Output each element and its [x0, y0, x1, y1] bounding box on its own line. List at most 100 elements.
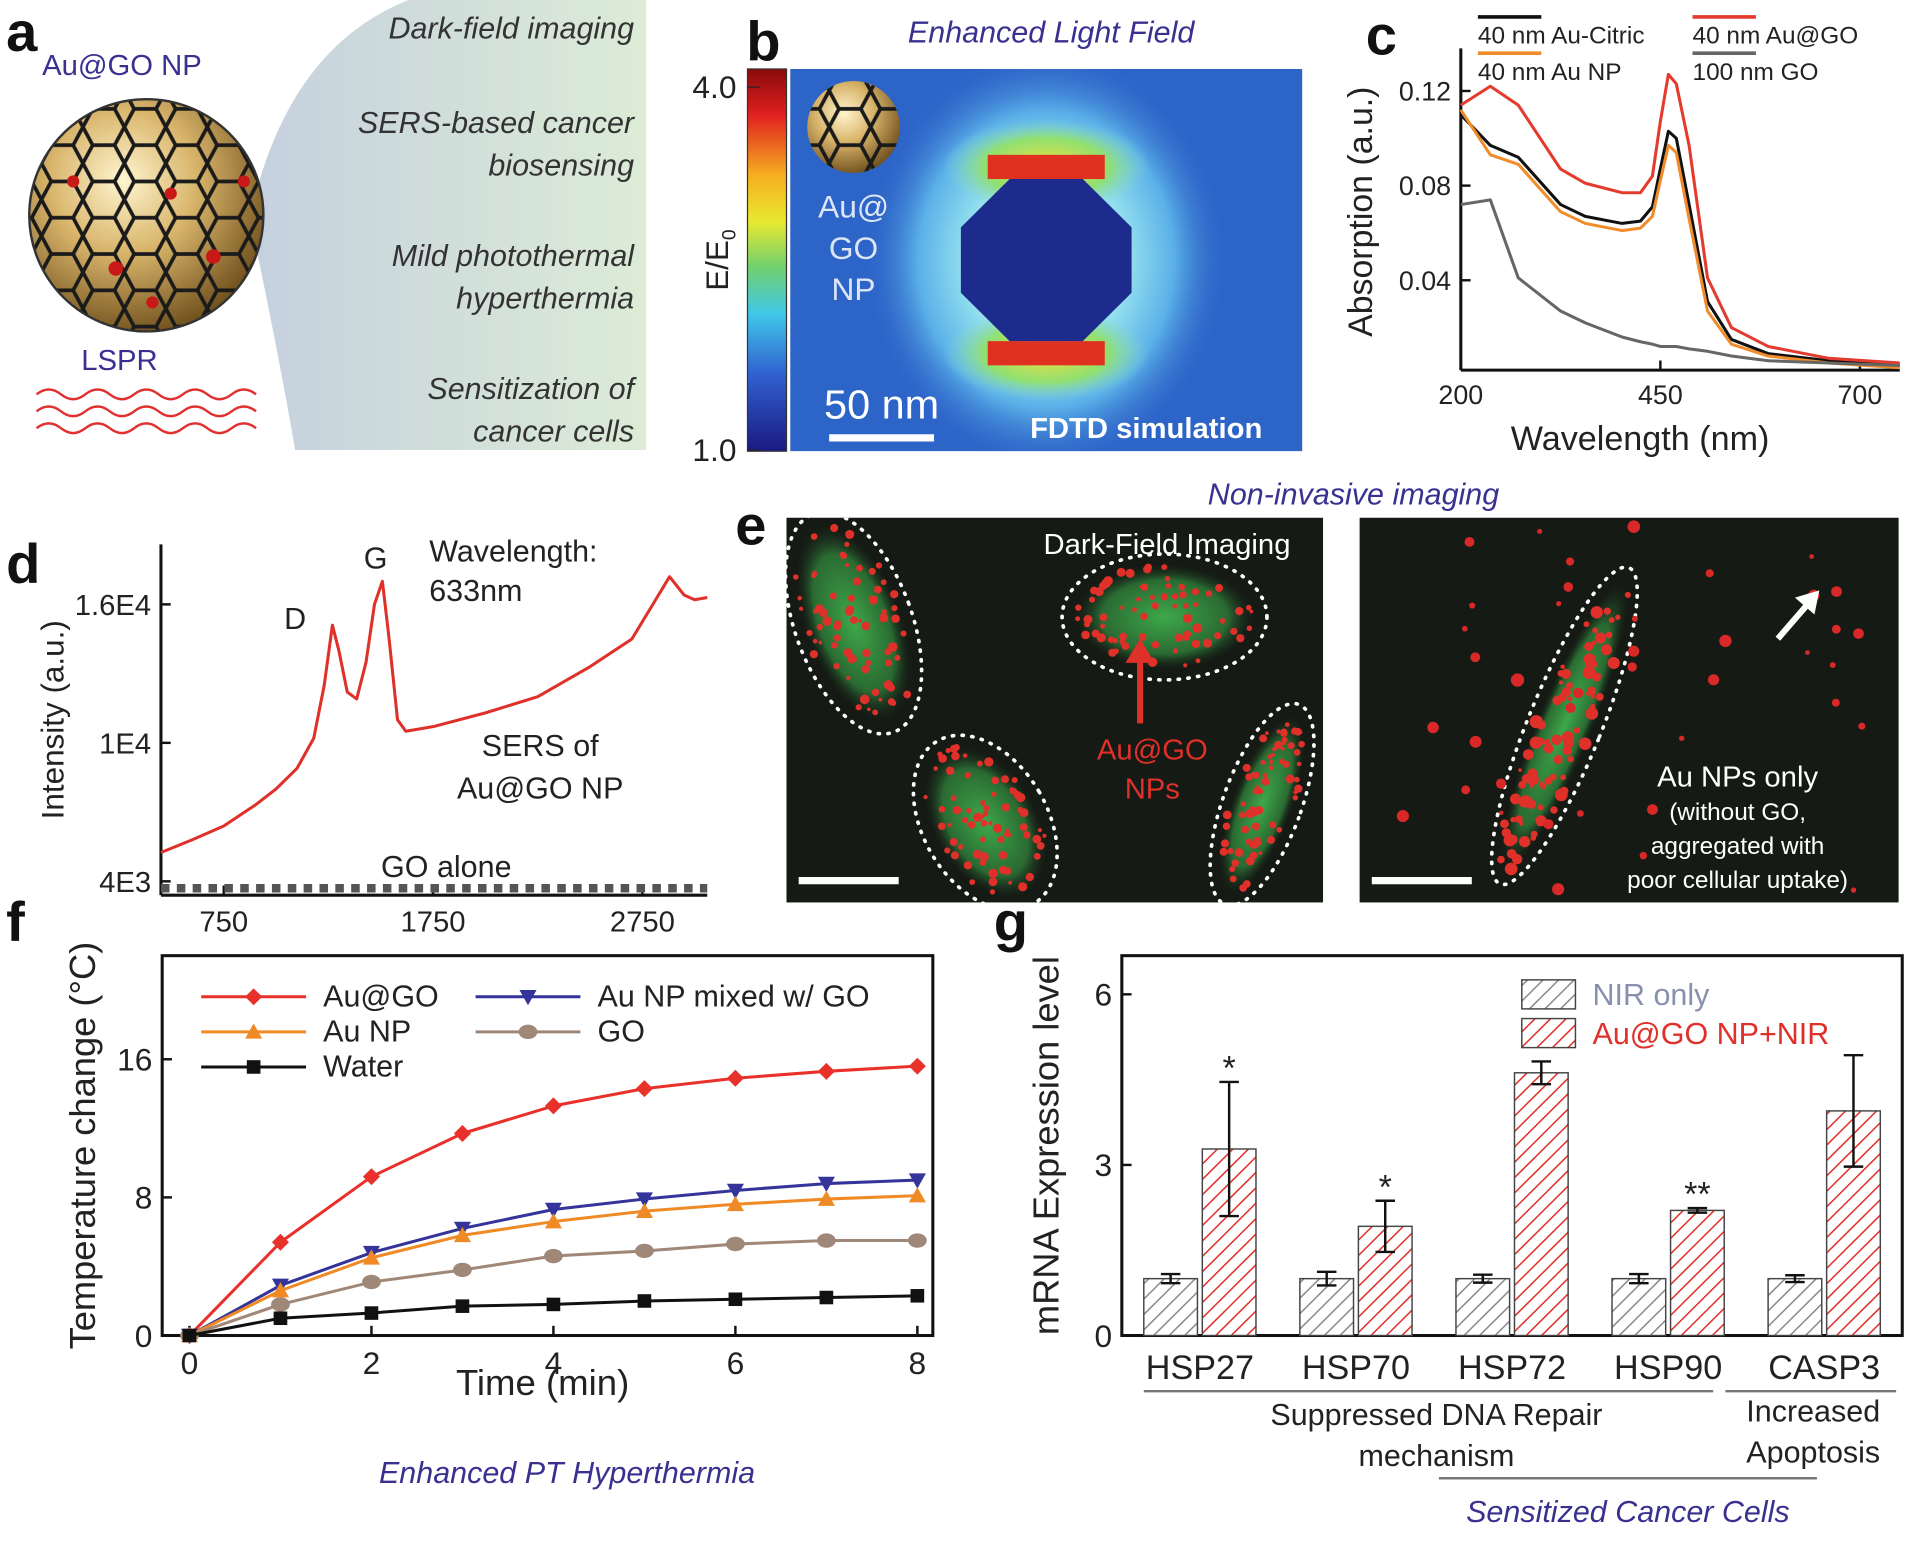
particle-dot [1470, 652, 1481, 663]
particle-dot [1461, 625, 1468, 632]
cells [1396, 520, 1866, 896]
particle-dot [980, 800, 986, 806]
bar [1143, 1277, 1199, 1337]
particle-dot [871, 688, 880, 697]
particle-dot [1178, 583, 1186, 591]
particle-dot [1268, 765, 1274, 771]
particle-dot [1585, 707, 1599, 720]
particle-dot [1583, 621, 1590, 628]
particle-dot [810, 533, 818, 540]
particle-dot [1526, 773, 1539, 786]
particle-dot [1119, 639, 1126, 645]
particle-dot [1558, 680, 1564, 685]
particle-dot [1089, 596, 1096, 603]
particle-dot [1183, 613, 1193, 624]
particle-dot [798, 606, 804, 611]
particle-dot [1499, 810, 1504, 815]
particle-dot [1583, 653, 1596, 666]
legend-swatch [245, 988, 263, 1006]
particle-dot [967, 820, 976, 829]
particle-dot [1019, 823, 1028, 832]
colorbar-label-main: E/E [699, 240, 735, 291]
error-bar [1843, 1053, 1864, 1168]
legend-label: Au NP [323, 1016, 411, 1049]
legend-swatch [519, 990, 537, 1006]
group-brackets [1143, 1389, 1897, 1480]
particle-dot [1561, 687, 1571, 697]
particle-dot [1017, 806, 1024, 813]
particle-dot [1205, 590, 1213, 597]
cells [786, 517, 1316, 903]
annotation: 633nm [429, 575, 522, 608]
particle-dot [1090, 586, 1099, 595]
y-tick-label: 0.04 [1399, 266, 1451, 296]
y-tick-label: 3 [1094, 1147, 1112, 1183]
particle-dot [843, 648, 853, 657]
particle-dot [944, 847, 951, 854]
particle-dot [1469, 602, 1476, 609]
particle-dot [1647, 804, 1658, 815]
particle-dot [1192, 623, 1203, 634]
particle-dot [812, 570, 818, 576]
lspr-label: LSPR [81, 345, 157, 377]
particle-dot [1551, 734, 1563, 746]
data-point [453, 1125, 471, 1142]
particle-dot [1294, 784, 1303, 793]
data-point [635, 1202, 653, 1218]
particle-dot [1292, 795, 1299, 801]
particle-dot [937, 751, 943, 757]
particle-dot [1234, 848, 1244, 857]
particle-dot [1518, 795, 1531, 808]
particle-dot [829, 592, 837, 600]
particle-dot [1519, 836, 1531, 848]
nanoparticle [28, 97, 265, 333]
particle-dot [862, 648, 871, 658]
particle-dot [830, 523, 839, 533]
particle-dot [1161, 564, 1168, 571]
particle-dot [949, 838, 958, 846]
particle-dot [992, 823, 1003, 833]
particle-dot [1576, 810, 1584, 817]
particle-dot [1495, 778, 1507, 789]
particle-dot [947, 822, 952, 828]
particle-dot [1260, 759, 1266, 766]
particle-dot [1605, 631, 1613, 639]
significance: * [1379, 1168, 1392, 1206]
error-bar [1160, 1272, 1181, 1285]
legend-swatch [245, 1023, 263, 1039]
particle-dot [819, 608, 828, 618]
particle-dot [890, 590, 899, 599]
particle-dot [1853, 628, 1864, 639]
x-tick-label: 0 [181, 1345, 199, 1381]
particle-dot [1239, 884, 1247, 892]
particle-dot [1174, 633, 1184, 642]
data-point [635, 1243, 654, 1259]
particle-dot [1119, 605, 1124, 610]
application: Mild photothermal [392, 240, 636, 273]
y-tick-label: 1.6E4 [75, 590, 151, 622]
panel-title: Enhanced Light Field [908, 16, 1195, 49]
data-point [817, 1062, 835, 1080]
application: Dark-field imaging [388, 13, 634, 46]
particle-dot [1553, 755, 1563, 764]
data-point [362, 1274, 381, 1290]
x-tick-label: 8 [909, 1345, 927, 1381]
y-tick-label: 16 [117, 1042, 152, 1078]
particle-dot [1628, 645, 1640, 657]
data-point [453, 1226, 471, 1243]
particle-dot [1008, 880, 1013, 885]
data-point [635, 1080, 653, 1098]
x-tick-label: 1750 [401, 907, 466, 939]
legend-label: Au NP mixed w/ GO [598, 981, 870, 1014]
group-label: Suppressed DNA Repair [1270, 1399, 1602, 1432]
particle-dot [890, 700, 897, 706]
particle-dot [1627, 662, 1637, 672]
band-label: D [284, 603, 306, 636]
data-point [728, 1292, 743, 1307]
bar [1299, 1277, 1355, 1337]
error-bar [1316, 1270, 1337, 1287]
data-point [817, 1176, 835, 1193]
particle-dot [1023, 831, 1031, 839]
data-point [635, 1192, 653, 1208]
particle-dot [1707, 674, 1720, 686]
